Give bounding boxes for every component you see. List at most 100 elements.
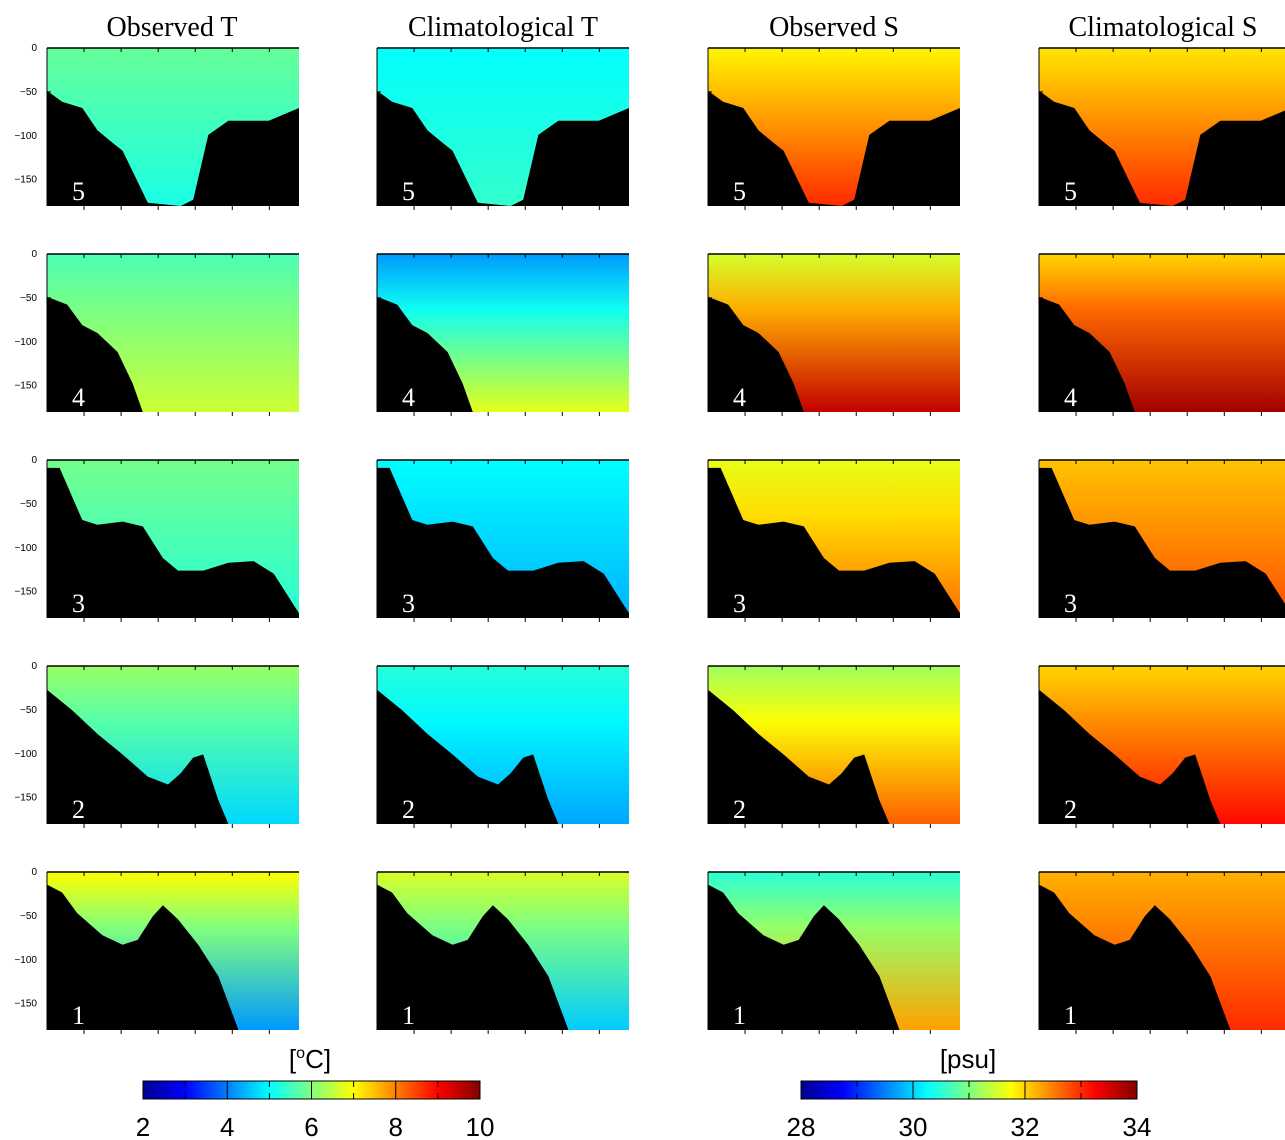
seafloor-bathymetry — [377, 467, 629, 618]
y-tick-label: −50 — [20, 705, 37, 716]
col-title-observed-t: Observed T — [107, 12, 238, 43]
seafloor-bathymetry — [1039, 884, 1231, 1030]
y-tick-label: −50 — [20, 911, 37, 922]
y-tick-label: −100 — [14, 749, 37, 760]
column-titles: Observed T Climatological T Observed S C… — [107, 12, 1258, 43]
col-title-climatological-t: Climatological T — [408, 12, 598, 43]
seafloor-bathymetry — [1039, 296, 1135, 412]
seafloor-bathymetry — [377, 296, 473, 412]
section-panel: 3 — [707, 459, 960, 622]
section-panel: 0 −50 −100 −150 1 — [14, 867, 299, 1034]
seafloor-bathymetry — [47, 467, 299, 618]
colorbar-temperature-ticks: 2 4 6 8 10 — [136, 1081, 495, 1140]
section-number-label: 3 — [72, 589, 85, 618]
salinity-colorbar: [psu] 28 30 32 34 — [787, 1044, 1152, 1140]
colorbar-label-temperature: [oC] — [289, 1044, 331, 1074]
seafloor-bathymetry — [47, 296, 143, 412]
section-panel: 2 — [707, 665, 960, 828]
section-number-label: 3 — [733, 589, 746, 618]
section-panel: 2 — [376, 665, 629, 828]
seafloor-bathymetry — [1039, 467, 1285, 618]
colorbar-tick-label: 8 — [389, 1112, 403, 1140]
section-number-label: 4 — [733, 383, 746, 412]
section-panel: 0 −50 −100 −150 3 — [14, 455, 299, 622]
section-panel: 5 — [1038, 47, 1285, 210]
section-number-label: 1 — [402, 1001, 415, 1030]
colorbar-tick-label: 32 — [1011, 1112, 1040, 1140]
y-tick-label: −50 — [20, 87, 37, 98]
y-tick-label: −100 — [14, 955, 37, 966]
seafloor-bathymetry — [377, 689, 559, 824]
section-number-label: 3 — [402, 589, 415, 618]
section-number-label: 5 — [402, 177, 415, 206]
y-tick-label: −150 — [14, 381, 37, 392]
section-number-label: 4 — [402, 383, 415, 412]
section-panel: 5 — [707, 47, 960, 210]
section-panel: 0 −50 −100 −150 2 — [14, 661, 299, 828]
temperature-colorbar: [oC] 2 4 6 8 10 — [136, 1044, 495, 1140]
colorbar-tick-label: 28 — [787, 1112, 816, 1140]
section-number-label: 2 — [1064, 795, 1077, 824]
section-panel: 5 — [376, 47, 629, 210]
section-panel: 3 — [376, 459, 629, 622]
y-tick-label: −100 — [14, 543, 37, 554]
colorbar-tick-label: 6 — [304, 1112, 318, 1140]
seafloor-bathymetry — [708, 689, 890, 824]
section-number-label: 1 — [1064, 1001, 1077, 1030]
section-number-label: 4 — [72, 383, 85, 412]
section-panel: 0 −50 −100 −150 4 — [14, 249, 299, 416]
seafloor-bathymetry — [1039, 90, 1285, 206]
y-tick-label: −100 — [14, 337, 37, 348]
section-panel: 4 — [707, 253, 960, 416]
y-tick-label: −150 — [14, 175, 37, 186]
colorbar-tick-label: 10 — [466, 1112, 495, 1140]
y-tick-label: −150 — [14, 999, 37, 1010]
colorbar-tick-label: 30 — [899, 1112, 928, 1140]
section-number-label: 5 — [72, 177, 85, 206]
seafloor-bathymetry — [708, 90, 960, 206]
colorbar-salinity-ticks: 28 30 32 34 — [787, 1081, 1152, 1140]
seafloor-bathymetry — [47, 884, 239, 1030]
section-number-label: 5 — [1064, 177, 1077, 206]
y-tick-label: 0 — [31, 455, 37, 466]
seafloor-bathymetry — [708, 296, 804, 412]
y-tick-label: −50 — [20, 499, 37, 510]
colorbar-tick-label: 34 — [1123, 1112, 1152, 1140]
section-panel: 1 — [376, 871, 629, 1034]
section-number-label: 4 — [1064, 383, 1077, 412]
y-tick-label: 0 — [31, 43, 37, 54]
y-tick-label: −150 — [14, 793, 37, 804]
seafloor-bathymetry — [377, 884, 569, 1030]
section-number-label: 2 — [733, 795, 746, 824]
seafloor-bathymetry — [708, 884, 900, 1030]
section-number-label: 1 — [72, 1001, 85, 1030]
seafloor-bathymetry — [708, 467, 960, 618]
seafloor-bathymetry — [1039, 689, 1221, 824]
col-title-observed-s: Observed S — [769, 12, 899, 43]
y-tick-label: −150 — [14, 587, 37, 598]
section-panel: 4 — [376, 253, 629, 416]
y-tick-label: 0 — [31, 867, 37, 878]
section-number-label: 2 — [72, 795, 85, 824]
colorbar-tick-label: 4 — [220, 1112, 234, 1140]
section-panel: 1 — [1038, 871, 1285, 1034]
y-tick-label: 0 — [31, 249, 37, 260]
y-tick-label: −100 — [14, 131, 37, 142]
y-tick-label: 0 — [31, 661, 37, 672]
section-number-label: 2 — [402, 795, 415, 824]
section-panel: 0 −50 −100 −150 5 — [14, 43, 299, 210]
col-title-climatological-s: Climatological S — [1069, 12, 1258, 43]
section-panel: 3 — [1038, 459, 1285, 622]
y-tick-label: −50 — [20, 293, 37, 304]
section-number-label: 3 — [1064, 589, 1077, 618]
section-panel: 4 — [1038, 253, 1285, 416]
colorbar-tick-label: 2 — [136, 1112, 150, 1140]
section-panel: 2 — [1038, 665, 1285, 828]
colorbar-label-salinity: [psu] — [940, 1044, 996, 1074]
section-panels: 0 −50 −100 −150 5 5 5 5 0 −50 −100 −150 4 4 4 4 0 −50 −100… — [14, 43, 1285, 1034]
seafloor-bathymetry — [377, 90, 629, 206]
seafloor-bathymetry — [47, 689, 229, 824]
seafloor-bathymetry — [47, 90, 299, 206]
section-number-label: 1 — [733, 1001, 746, 1030]
